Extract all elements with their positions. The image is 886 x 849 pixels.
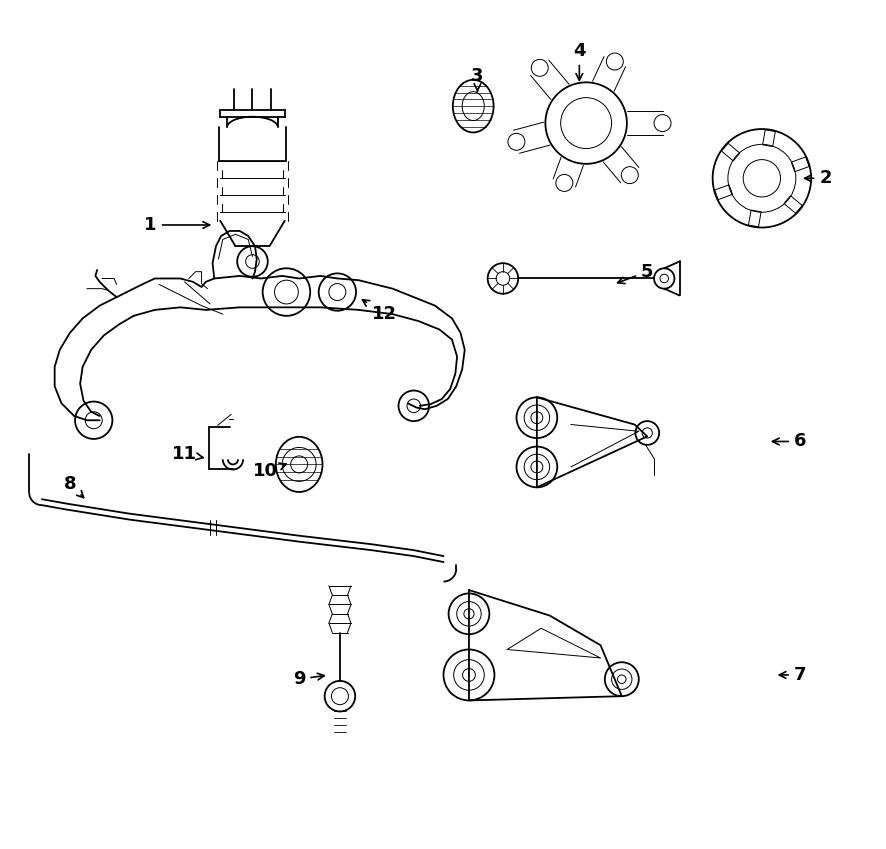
- Text: 6: 6: [772, 432, 805, 451]
- Bar: [720, 143, 739, 161]
- Text: 1: 1: [144, 216, 209, 234]
- Text: 11: 11: [172, 445, 203, 464]
- Text: 3: 3: [470, 67, 483, 91]
- Bar: [714, 185, 732, 200]
- Text: 8: 8: [64, 475, 83, 498]
- Text: 9: 9: [292, 670, 324, 689]
- Text: 12: 12: [362, 300, 396, 323]
- Text: 2: 2: [804, 169, 831, 188]
- Text: 5: 5: [617, 262, 653, 284]
- Bar: [748, 210, 760, 227]
- Bar: [783, 195, 801, 213]
- Bar: [762, 130, 774, 147]
- Text: 10: 10: [253, 462, 286, 481]
- Bar: [790, 157, 808, 171]
- Text: 4: 4: [572, 42, 585, 81]
- Text: 7: 7: [779, 666, 805, 684]
